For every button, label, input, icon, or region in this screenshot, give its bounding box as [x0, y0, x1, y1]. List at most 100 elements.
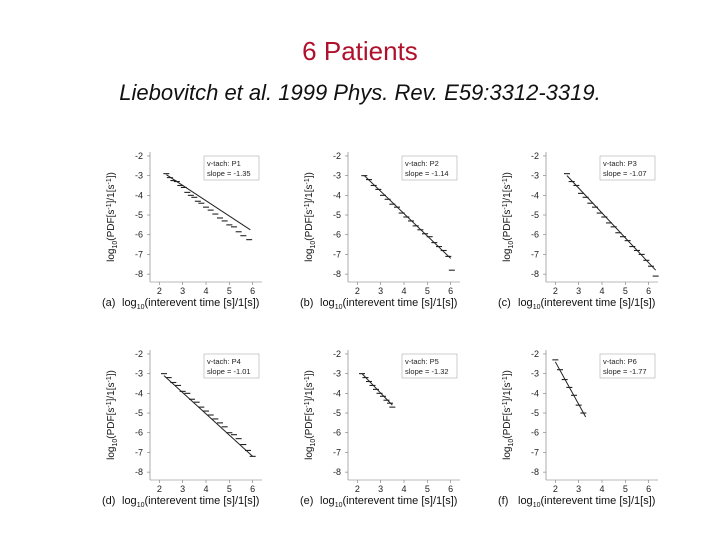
legend-box — [203, 353, 260, 379]
x-tick-label: 5 — [227, 286, 232, 296]
x-tick-label: 3 — [180, 286, 185, 296]
y-tick-label: -4 — [333, 388, 341, 398]
legend-box — [599, 353, 656, 379]
legend-box — [401, 353, 458, 379]
y-tick-label: -6 — [333, 428, 341, 438]
x-tick-label: 3 — [576, 484, 581, 494]
y-tick-label: -6 — [135, 230, 143, 240]
panel-b: -2 -3 -4 -5 -6 -7 -8 2 3 4 5 6 v-tach: P2 slope = -1.… — [290, 140, 480, 325]
y-tick-label: -8 — [333, 269, 341, 279]
x-tick-label: 4 — [599, 484, 604, 494]
legend-series: v-tach: P5 — [405, 357, 439, 366]
x-tick-label: 3 — [378, 286, 383, 296]
x-tick-label: 5 — [623, 286, 628, 296]
legend-slope: slope = -1.35 — [207, 169, 251, 178]
x-axis-label: log10(interevent time [s]/1[s]) — [320, 495, 457, 509]
legend-slope: slope = -1.07 — [603, 169, 647, 178]
x-tick-label: 4 — [203, 484, 208, 494]
x-axis-label: log10(interevent time [s]/1[s]) — [518, 495, 655, 509]
panel-label: (c) — [498, 297, 511, 309]
x-tick-label: 5 — [425, 286, 430, 296]
y-tick-label: -3 — [135, 171, 143, 181]
y-axis-label: log10(PDF[s-1]/1[s-1]) — [304, 172, 317, 262]
y-tick-label: -7 — [333, 447, 341, 457]
panel-a: -2 -3 -4 -5 -6 -7 -8 2 3 4 5 6 v-tach: P1 slope = -1.… — [92, 140, 282, 325]
y-axis-label: log10(PDF[s-1]/1[s-1]) — [502, 172, 515, 262]
y-tick-label: -5 — [135, 408, 143, 418]
legend-slope: slope = -1.01 — [207, 367, 251, 376]
y-tick-label: -2 — [333, 151, 341, 161]
x-axis-label: log10(interevent time [s]/1[s]) — [320, 297, 457, 311]
y-tick-label: -2 — [135, 151, 143, 161]
x-tick-label: 2 — [355, 286, 360, 296]
x-tick-label: 6 — [646, 484, 651, 494]
x-tick-label: 4 — [401, 484, 406, 494]
y-axis-label: log10(PDF[s-1]/1[s-1]) — [106, 172, 119, 262]
legend-box — [599, 155, 656, 181]
legend-box — [401, 155, 458, 181]
y-tick-label: -4 — [135, 190, 143, 200]
x-axis-label: log10(interevent time [s]/1[s]) — [518, 297, 655, 311]
x-tick-label: 6 — [250, 484, 255, 494]
legend-slope: slope = -1.32 — [405, 367, 449, 376]
y-tick-label: -8 — [135, 269, 143, 279]
y-axis-label: log10(PDF[s-1]/1[s-1]) — [304, 370, 317, 460]
panel-c: -2 -3 -4 -5 -6 -7 -8 2 3 4 5 6 v-tach: P3 slope = -1.… — [488, 140, 678, 325]
panel-d: -2 -3 -4 -5 -6 -7 -8 2 3 4 5 6 v-tach: P4 slope = -1.… — [92, 338, 282, 523]
panel-label: (a) — [102, 297, 115, 309]
y-tick-label: -7 — [531, 249, 539, 259]
x-axis-label: log10(interevent time [s]/1[s]) — [122, 495, 259, 509]
y-tick-label: -7 — [333, 249, 341, 259]
y-tick-label: -3 — [333, 369, 341, 379]
legend-series: v-tach: P2 — [405, 159, 439, 168]
y-tick-label: -4 — [531, 388, 539, 398]
panel-label: (b) — [300, 297, 313, 309]
x-tick-label: 6 — [250, 286, 255, 296]
x-tick-label: 4 — [599, 286, 604, 296]
fit-line — [163, 375, 254, 457]
legend-series: v-tach: P6 — [603, 357, 637, 366]
y-tick-label: -6 — [333, 230, 341, 240]
fit-line — [166, 174, 251, 231]
x-tick-label: 2 — [157, 286, 162, 296]
legend-slope: slope = -1.14 — [405, 169, 449, 178]
panel-label: (d) — [102, 495, 115, 507]
y-tick-label: -3 — [531, 171, 539, 181]
y-tick-label: -8 — [531, 467, 539, 477]
citation: Liebovitch et al. 1999 Phys. Rev. E59:33… — [119, 80, 601, 105]
y-axis-label: log10(PDF[s-1]/1[s-1]) — [502, 370, 515, 460]
y-tick-label: -2 — [135, 349, 143, 359]
y-tick-label: -6 — [135, 428, 143, 438]
panel-f: -2 -3 -4 -5 -6 -7 -8 2 3 4 5 6 v-tach: P6 slope = -1.… — [488, 338, 678, 523]
x-tick-label: 2 — [157, 484, 162, 494]
legend-slope: slope = -1.77 — [603, 367, 647, 376]
x-tick-label: 3 — [180, 484, 185, 494]
y-tick-label: -5 — [531, 408, 539, 418]
legend-series: v-tach: P3 — [603, 159, 637, 168]
y-axis-label: log10(PDF[s-1]/1[s-1]) — [106, 370, 119, 460]
legend-series: v-tach: P4 — [207, 357, 241, 366]
legend-series: v-tach: P1 — [207, 159, 241, 168]
panel-label: (e) — [300, 495, 313, 507]
x-tick-label: 2 — [553, 484, 558, 494]
panel-label: (f) — [498, 495, 508, 507]
y-tick-label: -6 — [531, 428, 539, 438]
y-tick-label: -7 — [135, 249, 143, 259]
y-tick-label: -3 — [333, 171, 341, 181]
x-tick-label: 5 — [227, 484, 232, 494]
x-tick-label: 2 — [355, 484, 360, 494]
y-tick-label: -2 — [333, 349, 341, 359]
y-tick-label: -6 — [531, 230, 539, 240]
y-tick-label: -8 — [531, 269, 539, 279]
y-tick-label: -8 — [333, 467, 341, 477]
y-tick-label: -5 — [333, 210, 341, 220]
y-tick-label: -3 — [135, 369, 143, 379]
x-tick-label: 2 — [553, 286, 558, 296]
fit-line — [554, 361, 587, 418]
x-tick-label: 4 — [203, 286, 208, 296]
y-tick-label: -3 — [531, 369, 539, 379]
y-tick-label: -4 — [135, 388, 143, 398]
